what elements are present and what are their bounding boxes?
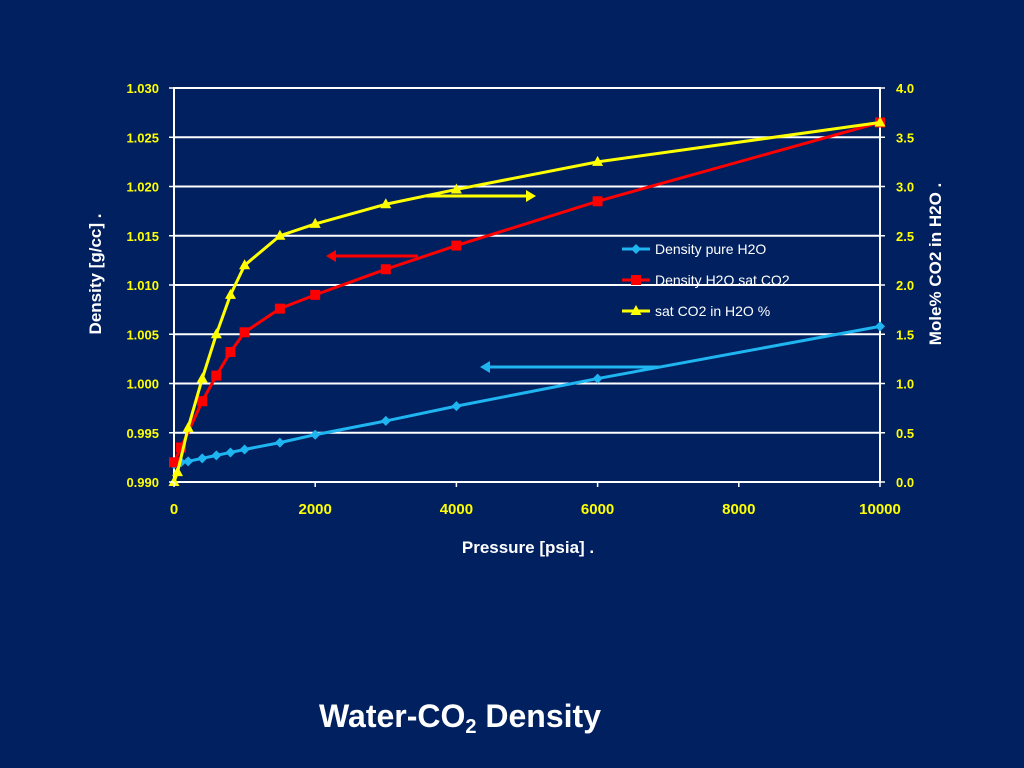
y-tick-label: 1.005 [126,327,159,342]
data-point [450,183,462,194]
x-tick-label: 0 [170,501,178,518]
legend-marker [631,244,641,254]
data-point [172,466,184,477]
slide-title: Water-CO2 Density [0,698,920,739]
arrows [326,190,660,373]
data-point [380,415,391,426]
data-point [225,346,236,357]
data-point [239,444,250,455]
series-line [172,120,881,483]
data-point [309,217,321,228]
y-axis-label: Density [g/cc] . [86,214,105,335]
legend-item: Density pure H2O [622,241,766,257]
slide-title-end: Density [476,698,601,734]
data-point [183,456,194,467]
data-point [210,328,222,339]
y2-tick-label: 1.0 [896,377,914,392]
data-point [225,447,236,458]
x-tick-label: 4000 [440,501,473,518]
series-layer [168,116,886,486]
data-point [197,396,208,407]
legend-item: sat CO2 in H2O % [622,303,770,319]
arrow-right-axis [426,190,536,202]
x-tick-label: 10000 [859,501,901,518]
y2-axis-label: Mole% CO2 in H2O . [926,183,945,345]
legend-marker [631,275,641,285]
legend: Density pure H2O Density H2O sat CO2 sat C… [622,241,790,319]
y-tick-label: 1.010 [126,278,159,293]
gridlines [174,136,880,434]
y-tick-label: 1.015 [126,229,159,244]
data-point [169,457,179,468]
y2-tick-label: 2.0 [896,278,914,293]
series-3 [168,116,886,486]
data-point [592,155,604,166]
y-tick-label: 1.025 [126,130,159,145]
y2-tick-label: 0.0 [896,475,914,490]
legend-label: Density pure H2O [655,241,766,257]
y2-tick-label: 1.5 [896,327,914,342]
data-point [310,429,321,440]
data-point [239,327,250,338]
data-point [196,372,208,383]
data-point [451,401,462,412]
series-line [172,121,881,463]
y2-tick-label: 4.0 [896,81,914,96]
data-point [310,289,321,300]
x-axis-label: Pressure [psia] . [462,538,594,557]
data-point [211,370,222,381]
x-tick-label: 6000 [581,501,614,518]
data-point [380,198,392,209]
arrow-left-axis-red [326,250,418,262]
y2-tick-label: 3.5 [896,130,914,145]
series-2 [169,117,885,468]
data-point [592,373,603,384]
arrow-head [526,190,536,202]
data-point [592,196,603,207]
legend-marker [630,305,642,315]
tick-labels: 0.990 0.995 1.000 1.005 1.010 1.015 1.020 1.025… [126,81,914,518]
y2-tick-label: 3.0 [896,180,914,195]
data-point [274,303,285,314]
data-point [380,264,391,275]
data-point [239,259,251,270]
arrow-left-axis-blue [480,361,660,373]
y2-tick-label: 0.5 [896,426,914,441]
y-tick-label: 1.020 [126,180,159,195]
y-tick-label: 0.990 [126,475,159,490]
data-point [211,450,222,461]
legend-label: Density H2O sat CO2 [655,272,790,288]
data-point [224,288,236,299]
slide-title-subscript: 2 [465,716,477,738]
data-point [451,240,462,251]
legend-item: Density H2O sat CO2 [622,272,790,288]
data-point [168,476,180,486]
y2-tick-label: 2.5 [896,229,914,244]
x-tick-label: 2000 [299,501,332,518]
data-point [197,453,208,464]
arrow-head [326,250,336,262]
y-tick-label: 1.000 [126,377,159,392]
y-tick-label: 1.030 [126,81,159,96]
x-tick-label: 8000 [722,501,755,518]
data-point [875,321,885,332]
arrow-head [480,361,490,373]
y-tick-label: 0.995 [126,426,159,441]
data-point [874,116,886,127]
slide-title-main: Water-CO [319,698,466,734]
data-point [274,437,285,448]
legend-label: sat CO2 in H2O % [655,303,770,319]
series-1 [169,321,885,470]
data-point [182,421,194,432]
data-point [176,442,187,453]
data-point [274,229,286,240]
